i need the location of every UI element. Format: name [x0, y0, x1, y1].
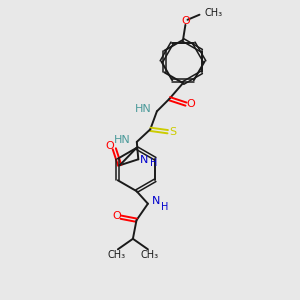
Text: N: N	[140, 155, 148, 165]
Text: CH₃: CH₃	[205, 8, 223, 18]
Text: O: O	[112, 211, 121, 221]
Text: N: N	[152, 196, 160, 206]
Text: O: O	[105, 141, 114, 151]
Text: H: H	[160, 202, 168, 212]
Text: S: S	[169, 127, 177, 137]
Text: HN: HN	[114, 135, 131, 146]
Text: CH₃: CH₃	[107, 250, 125, 260]
Text: O: O	[186, 99, 195, 109]
Text: HN: HN	[135, 104, 152, 114]
Text: H: H	[150, 158, 157, 168]
Text: CH₃: CH₃	[140, 250, 158, 260]
Text: O: O	[182, 16, 190, 26]
